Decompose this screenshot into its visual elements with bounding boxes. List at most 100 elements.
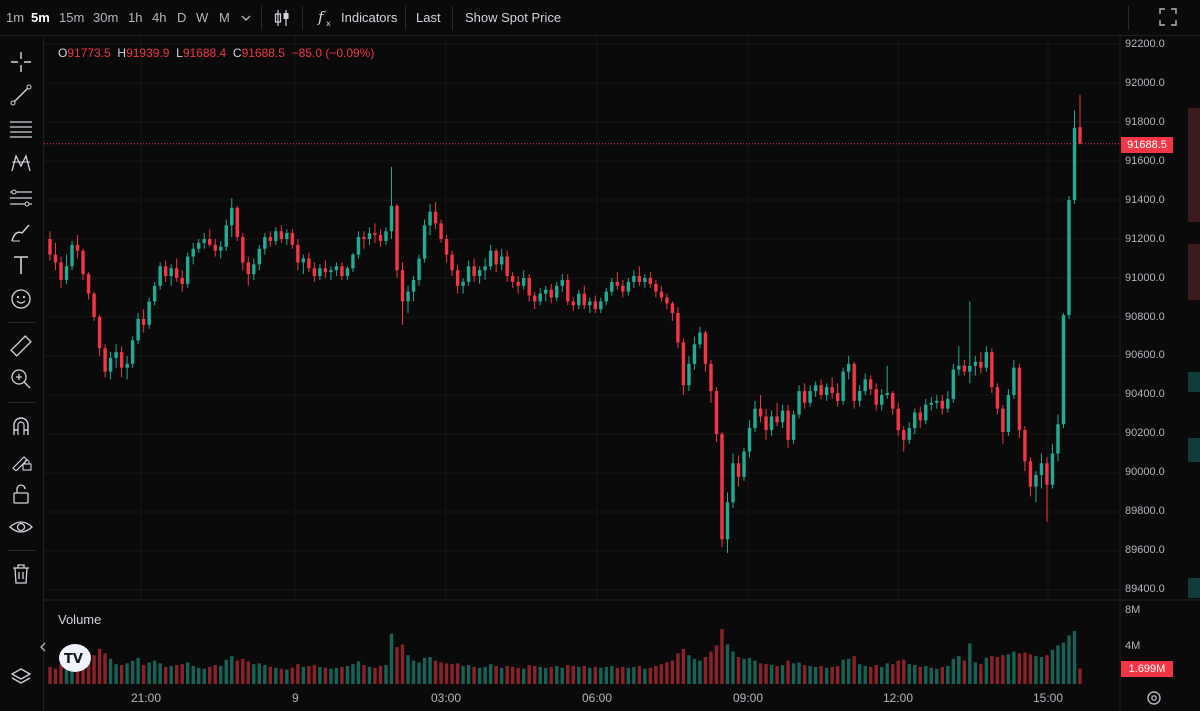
volume-bar [274,667,278,684]
zoom-in-icon[interactable] [8,366,34,392]
candle-body [544,289,548,294]
volume-bar [312,665,317,684]
volume-bar [566,665,570,684]
current-price-badge: 91688.5 [1121,137,1173,153]
function-icon[interactable]: f x [316,7,336,29]
volume-bar [791,663,796,684]
candle-body [340,266,344,277]
pattern-icon[interactable] [8,150,34,176]
timeframe-w[interactable]: W [196,10,209,25]
candle-body [356,237,361,255]
timeframe-1h[interactable]: 1h [128,10,143,25]
trend-line-icon[interactable] [8,82,34,108]
candle-body [538,293,542,302]
volume-bar [532,666,537,684]
chevron-left-icon[interactable] [38,641,48,653]
candle-body [351,254,355,269]
candle-body [687,363,691,386]
last-button[interactable]: Last [416,10,441,25]
candle-body [263,237,267,249]
volume-bar [896,660,900,684]
volume-bar [125,663,129,684]
volume-bar [786,660,790,684]
ruler-icon[interactable] [8,333,34,359]
candle-body [698,332,702,345]
chevron-down-icon[interactable] [240,12,252,24]
fib-lines-icon[interactable] [8,185,34,211]
timeframe-m[interactable]: M [219,10,230,25]
volume-bar [378,666,383,684]
settings-icon[interactable] [1145,689,1163,707]
price-tick: 91600.0 [1125,155,1165,167]
volume-bar [549,666,553,684]
text-icon[interactable] [8,252,34,278]
current-volume-badge: 1.699M [1121,661,1173,677]
candle-body [709,363,713,392]
volume-bar [108,658,113,684]
volume-bar [499,667,504,684]
unlock-icon[interactable] [8,481,34,507]
volume-bar [147,662,151,684]
candle-body [1023,430,1027,462]
candle-body [477,270,482,277]
depth-marker [1188,244,1200,300]
timeframe-4h[interactable]: 4h [152,10,167,25]
candle-body [389,205,394,232]
volume-bar [450,664,454,684]
volume-bar [1039,657,1044,684]
volume-bar [384,665,388,684]
time-tick: 12:00 [883,691,914,705]
candle-body [588,301,592,306]
volume-bar [235,660,239,684]
candle-body [279,231,284,239]
trash-icon[interactable] [8,561,34,587]
timeframe-30m[interactable]: 30m [93,10,119,25]
candle-body [940,400,945,409]
candle-body [880,395,884,405]
eye-icon[interactable] [8,514,34,540]
candle-body [747,428,752,452]
emoji-icon[interactable] [8,286,34,312]
candle-body [742,451,746,477]
brush-icon[interactable] [8,219,34,245]
depth-marker [1188,108,1200,222]
candle-body [929,402,933,405]
tradingview-logo[interactable]: TV [58,643,92,673]
candles-icon[interactable] [272,8,292,28]
volume-bar [555,666,559,684]
horizontal-lines-icon[interactable] [8,116,34,142]
chart-area[interactable] [44,36,1200,711]
volume-bar [813,666,818,684]
timeframe-5m[interactable]: 5m [31,10,50,25]
candle-body [665,297,669,304]
crosshair-icon[interactable] [8,49,34,75]
candle-body [946,398,950,409]
timeframe-d[interactable]: D [177,10,187,25]
timeframe-15m[interactable]: 15m [59,10,85,25]
fullscreen-icon[interactable] [1158,7,1178,27]
lock-drawing-icon[interactable] [8,447,34,473]
volume-bar [1067,635,1071,684]
volume-bar [957,656,961,684]
candle-body [125,363,129,368]
magnet-icon[interactable] [8,413,34,439]
volume-bar [731,651,735,684]
open-key: O [58,46,68,60]
volume-bar [753,660,757,684]
volume-bar [593,666,598,684]
volume-bar [582,666,586,684]
volume-bar [703,657,708,684]
show-spot-price-button[interactable]: Show Spot Price [465,10,562,25]
timeframe-1m[interactable]: 1m [6,10,25,25]
candle-body [681,342,686,386]
volume-bar [197,667,201,684]
layers-icon[interactable] [8,664,34,690]
candle-body [780,410,785,423]
candle-body [450,254,454,271]
volume-bar [863,666,867,684]
candle-body [824,387,829,395]
time-tick: 03:00 [431,691,462,705]
candle-body [957,365,961,370]
volume-bar [1017,653,1022,684]
indicators-button[interactable]: Indicators [341,10,398,25]
